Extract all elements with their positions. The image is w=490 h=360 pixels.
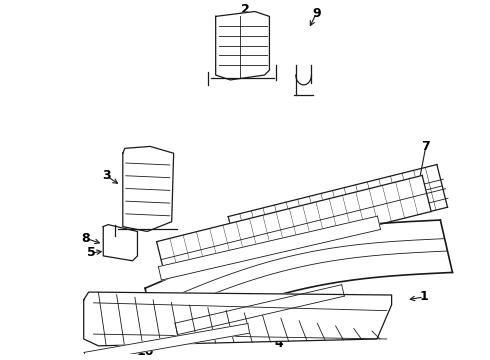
- Text: 8: 8: [81, 232, 90, 245]
- Polygon shape: [228, 165, 447, 259]
- Text: 2: 2: [241, 3, 249, 16]
- Text: 5: 5: [87, 247, 96, 260]
- Polygon shape: [84, 324, 249, 360]
- Polygon shape: [216, 12, 270, 80]
- Polygon shape: [158, 216, 381, 280]
- Text: 3: 3: [102, 169, 111, 182]
- Polygon shape: [175, 285, 344, 334]
- Text: 1: 1: [419, 291, 428, 303]
- Text: 9: 9: [312, 7, 320, 20]
- Polygon shape: [157, 175, 431, 278]
- Polygon shape: [84, 292, 392, 346]
- Text: 4: 4: [275, 337, 284, 350]
- Polygon shape: [145, 220, 452, 341]
- Text: 6: 6: [410, 257, 418, 270]
- Text: 5: 5: [253, 313, 262, 326]
- Text: 7: 7: [421, 140, 430, 153]
- Polygon shape: [103, 225, 138, 261]
- Text: 10: 10: [137, 345, 154, 358]
- Polygon shape: [123, 147, 173, 231]
